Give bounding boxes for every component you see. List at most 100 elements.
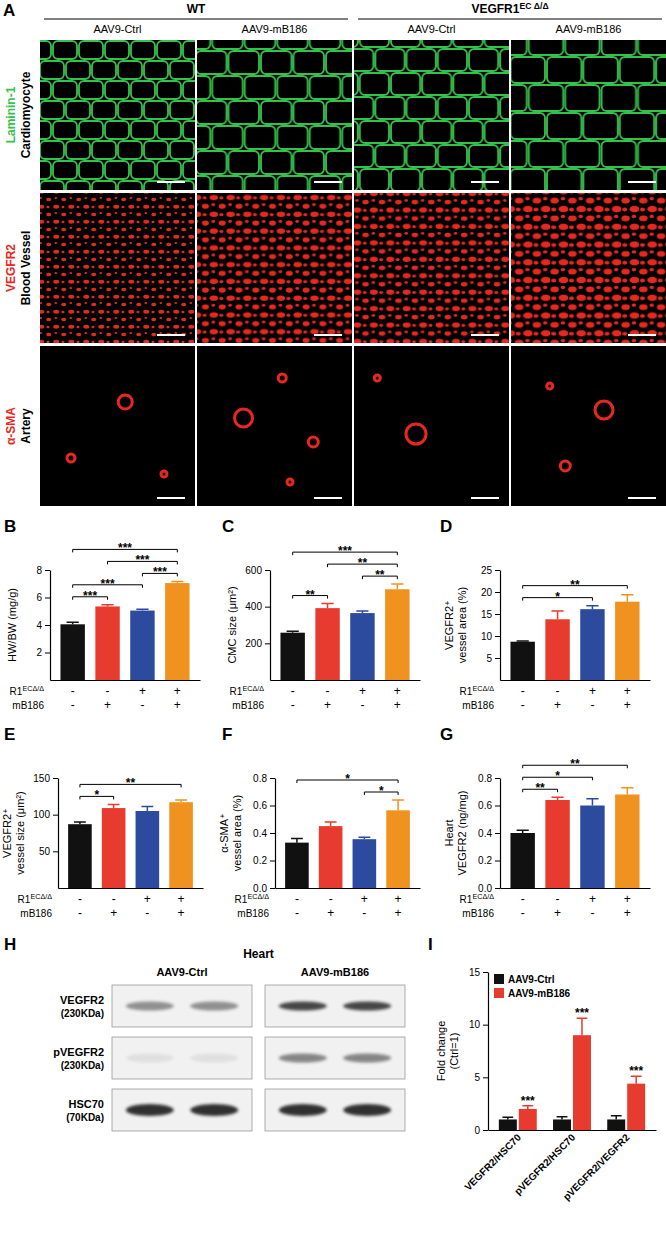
scale-bar [314,497,342,499]
blot-band [126,1104,174,1116]
bar [580,806,604,889]
factor-label: mB186 [12,700,44,711]
panel-letter: D [440,517,452,536]
micrograph [511,40,666,190]
y-axis-title: CMC size (μm²) [226,586,238,663]
bar [169,802,193,888]
bar [385,589,409,680]
legend-swatch [494,988,504,998]
significance-label: ** [358,556,368,570]
tick-label: 600 [245,565,262,576]
row-stain: α-SMA [4,407,18,445]
bar [130,611,154,680]
error-bar [586,799,598,806]
blot-band [343,1054,391,1063]
bar [545,800,569,888]
factor-level: - [71,698,75,712]
factor-level: + [624,906,631,920]
plot-marks [510,788,639,888]
significance-label: *** [629,1064,643,1078]
y-axis-title: HW/BW (mg/g) [6,588,18,662]
tick-mark [483,972,488,973]
factor-label-main: R1 [18,894,31,905]
tick-label: 10 [481,631,493,642]
artery-ring [278,374,286,382]
tick-label: 20 [481,587,493,598]
error-bar [321,604,333,609]
factor-level: + [624,892,631,906]
factor-level: + [104,698,111,712]
scale-bar [314,181,342,183]
lane-group-label: AAV9-Ctrl [156,966,207,978]
bar [553,1119,571,1130]
factor-label-sup: ECΔ/Δ [22,684,44,693]
blot-title: Heart [243,947,274,961]
tick-mark [483,1025,488,1026]
factor-level: - [521,684,525,698]
axis-line [51,680,201,681]
factor-level: - [291,684,295,698]
factor-label-sup: ECΔ/Δ [30,892,52,901]
error-bar [621,595,633,602]
axis-line [276,888,421,889]
tick-mark [270,888,275,889]
factor-level: + [395,892,402,906]
tick-label: 2 [36,647,42,658]
error-bar [356,611,368,613]
x-axis [276,888,421,890]
tick: pVEGFR2/VEGFR2 [561,1130,632,1202]
artery-ring [118,395,132,409]
legend-label: AAV9-mB186 [508,988,570,999]
factor-label-main: mB186 [232,700,264,711]
tick: 200 [245,638,270,649]
bar [60,624,84,680]
error-bar [358,837,370,839]
blot-band [279,1054,327,1063]
group-underline [358,19,662,20]
tick: 0.4 [253,828,275,839]
y-axis-title: Fold change [435,1021,447,1082]
factor-level: - [521,892,525,906]
factor-label: R1ECΔ/Δ [235,892,270,905]
bar [285,843,309,888]
bar-panel: G0.00.20.40.60.8HeartVEGFR2 (ng/mg)R1ECΔ… [440,725,651,920]
tick-label: 150 [33,773,50,784]
error-bar [175,800,187,802]
tick-mark [265,643,270,644]
tick: 10 [481,631,500,642]
bar [136,811,160,888]
y-axis-title: α-SMA⁺ [218,813,230,853]
tick-mark [495,888,500,889]
y-axis-title: VEGFR2 (ng/mg) [456,791,468,876]
factor-label: R1ECΔ/Δ [460,684,495,697]
tick-label: 15 [469,967,481,978]
factor-label-sup: ECΔ/Δ [247,892,269,901]
bar [510,833,534,888]
group-header: WT [187,2,206,16]
factor-level: - [112,892,116,906]
significance-label: *** [575,1006,589,1020]
scale-bar [157,497,185,499]
factor-label-main: mB186 [20,908,52,919]
error-bar [621,788,633,795]
y-axis-title: vessel area (%) [456,587,468,663]
factor-level: + [178,892,185,906]
tick-label: pVEGFR2/VEGFR2 [561,1131,632,1202]
tick-label: 50 [39,846,51,857]
tick-label: 200 [245,638,262,649]
error-bar [325,822,337,826]
factor-label: mB186 [462,700,494,711]
error-bar [551,797,563,800]
factor-label-main: R1 [460,686,473,697]
tick: 0 [474,1125,488,1136]
scale-bar [471,334,499,336]
tick: 600 [245,565,270,576]
bar [545,619,569,680]
bar [353,839,377,888]
tick: 0.6 [253,800,275,811]
tick-mark [270,778,275,779]
y-axis-title: (Ctrl=1) [448,1033,460,1070]
tick-mark [483,1130,488,1131]
factor-label-main: R1 [10,686,23,697]
tick: 15 [481,609,500,620]
